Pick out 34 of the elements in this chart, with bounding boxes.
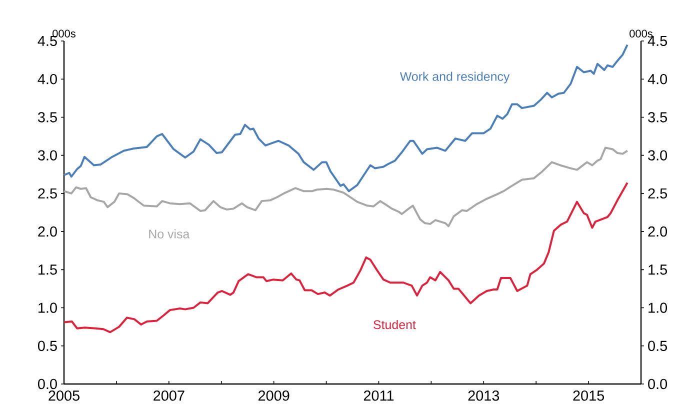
x-tick-label: 2015 [573,390,604,401]
y-tick-label: 1.5 [38,264,57,275]
y-tick-label: 2.5 [38,188,57,199]
x-tick-label: 2013 [468,390,500,401]
line-series [63,146,628,228]
line-series [63,44,628,192]
x-tick-label: 2011 [364,390,394,401]
y2-tick-label: 0.5 [648,340,667,352]
y2-tick-label: 4.5 [648,36,667,46]
y2-tick-label: 2.5 [648,188,667,199]
x-tick-label: 2007 [154,390,184,401]
x-tick-label: 2005 [48,390,80,401]
y2-tick-label: 0.0 [648,378,668,390]
y2-tick-label: 3.5 [648,112,667,122]
y-tick-label: 3.0 [38,150,57,160]
y-tick-label: 3.5 [38,112,57,122]
series-label: Work and residency [400,72,510,84]
y2-axis-title: 000s [630,30,652,38]
y2-tick-label: 1.5 [648,264,667,275]
x-tick-label: 2009 [258,390,290,401]
y2-tick-label: 3.0 [648,150,668,160]
y-tick-label: 0.0 [38,378,57,390]
y2-tick-label: 2.0 [648,226,668,237]
y-axis-title: 000s [52,30,76,38]
series-label: No visa [149,229,190,238]
y-tick-label: 4.5 [38,36,57,46]
y-tick-label: 1.0 [38,302,57,313]
y-tick-label: 0.5 [38,340,57,352]
y-tick-label: 4.0 [38,74,57,84]
y2-tick-label: 4.0 [648,74,668,84]
series-label: Student [374,320,416,330]
line-series [63,182,628,334]
y-tick-label: 2.0 [38,226,57,237]
y2-tick-label: 1.0 [648,302,668,313]
